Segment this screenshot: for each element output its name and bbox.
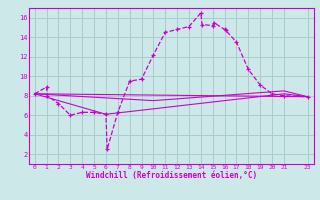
X-axis label: Windchill (Refroidissement éolien,°C): Windchill (Refroidissement éolien,°C) [86, 171, 257, 180]
